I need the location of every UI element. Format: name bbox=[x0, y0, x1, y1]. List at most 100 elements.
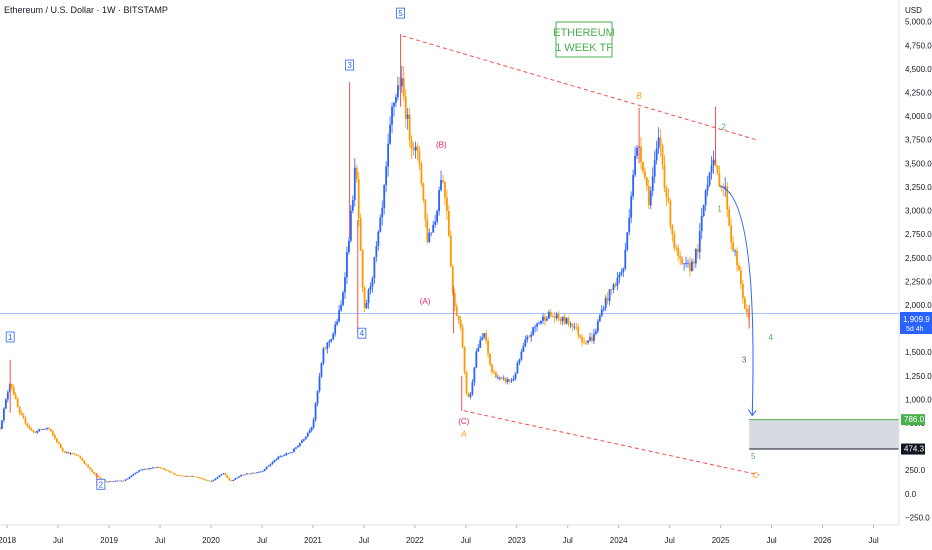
wave-label-3: 3 bbox=[742, 356, 747, 365]
candle-body bbox=[645, 177, 648, 187]
x-tick-label: 2023 bbox=[508, 536, 526, 545]
candle-body bbox=[483, 333, 486, 338]
candle-body bbox=[385, 166, 388, 185]
candle-body bbox=[718, 172, 721, 187]
x-tick-label: 2018 bbox=[0, 536, 17, 545]
x-tick-label: 2022 bbox=[406, 536, 424, 545]
candle-body bbox=[447, 211, 450, 236]
candle-body bbox=[120, 480, 123, 482]
candle-body bbox=[12, 387, 15, 395]
chart-title: Ethereum / U.S. Dollar · 1W · BITSTAMP bbox=[4, 5, 168, 15]
candle-body bbox=[612, 284, 615, 290]
candle-body bbox=[516, 363, 519, 374]
x-tick-label: Jul bbox=[359, 536, 369, 545]
candle-body bbox=[647, 186, 650, 206]
candle-body bbox=[465, 371, 468, 393]
plot-area[interactable]: 1 2 3 4 5 (B) (A) (C) A B C 1 2 3 4 5 bbox=[0, 7, 899, 490]
candle-body bbox=[332, 333, 335, 340]
y-tick-label: −250.0 bbox=[905, 513, 930, 522]
candle-body bbox=[340, 305, 342, 311]
zone-lower-label: 474.3 bbox=[904, 445, 925, 454]
candle-body bbox=[71, 453, 74, 454]
candle-body bbox=[271, 461, 274, 464]
candle-body bbox=[559, 318, 562, 321]
candle-body bbox=[132, 474, 135, 476]
candle-body bbox=[624, 249, 627, 269]
candle-body bbox=[183, 475, 186, 477]
candle-body bbox=[565, 318, 568, 324]
candle-body bbox=[310, 427, 313, 431]
candle-body bbox=[179, 475, 182, 477]
x-tick-label: 2021 bbox=[304, 536, 322, 545]
candle-body bbox=[534, 326, 537, 328]
y-tick-label: 2,250.0 bbox=[905, 277, 932, 286]
candle-body bbox=[571, 323, 574, 327]
candle-body bbox=[75, 454, 78, 456]
upper-trend-line[interactable] bbox=[402, 35, 757, 141]
candle-body bbox=[67, 452, 70, 454]
candle-body bbox=[651, 176, 654, 191]
candle-body bbox=[491, 364, 493, 372]
candle-body bbox=[257, 472, 260, 473]
candle-body bbox=[738, 265, 740, 271]
target-zone[interactable] bbox=[749, 419, 899, 450]
candle-body bbox=[128, 477, 131, 479]
x-tick-label: 2025 bbox=[712, 536, 730, 545]
lower-trend-line[interactable] bbox=[463, 410, 760, 476]
candle-body bbox=[630, 196, 633, 218]
candle-body bbox=[3, 408, 5, 421]
candle-body bbox=[700, 215, 703, 232]
candle-body bbox=[130, 475, 133, 478]
candle-body bbox=[342, 292, 344, 306]
wave-label-4: 4 bbox=[360, 329, 365, 338]
candle-body bbox=[502, 378, 505, 380]
candle-body bbox=[302, 439, 305, 441]
candle-body bbox=[616, 277, 619, 286]
projection-arrow[interactable] bbox=[719, 185, 754, 416]
candle-body bbox=[404, 96, 407, 119]
candles[interactable] bbox=[0, 33, 750, 487]
candle-body bbox=[740, 270, 742, 285]
candle-body bbox=[242, 474, 244, 476]
candle-body bbox=[493, 371, 495, 373]
candle-body bbox=[320, 362, 323, 377]
candle-body bbox=[106, 481, 109, 483]
candle-body bbox=[163, 468, 166, 471]
candle-body bbox=[79, 456, 82, 459]
candle-body bbox=[4, 399, 7, 409]
candle-body bbox=[634, 155, 636, 175]
candle-body bbox=[189, 476, 192, 477]
y-tick-label: 2,500.0 bbox=[905, 254, 932, 263]
candle-body bbox=[487, 340, 489, 354]
candle-body bbox=[200, 478, 203, 480]
candle-body bbox=[418, 150, 421, 164]
candle-body bbox=[606, 298, 609, 301]
candle-body bbox=[214, 478, 217, 480]
candle-body bbox=[363, 287, 366, 308]
candle-body bbox=[622, 268, 625, 273]
candle-body bbox=[251, 472, 254, 474]
candle-body bbox=[193, 476, 195, 478]
candle-body bbox=[138, 470, 141, 472]
candle-body bbox=[395, 97, 397, 103]
time-axis[interactable]: 2018 Jul 2019 Jul 2020 Jul 2021 Jul 2022 Jul 2023 J… bbox=[0, 525, 879, 545]
candle-body bbox=[375, 246, 378, 257]
candle-body bbox=[253, 472, 256, 474]
candle-body bbox=[514, 373, 517, 379]
candle-body bbox=[522, 346, 525, 352]
candle-body bbox=[157, 467, 160, 468]
candle-body bbox=[643, 171, 646, 178]
candle-body bbox=[218, 475, 221, 477]
candle-body bbox=[304, 436, 307, 440]
candle-body bbox=[702, 204, 705, 216]
candle-body bbox=[265, 466, 268, 470]
candle-body bbox=[408, 114, 411, 141]
candle-body bbox=[549, 311, 552, 316]
candle-body bbox=[730, 225, 733, 243]
candle-body bbox=[561, 316, 564, 321]
candle-body bbox=[547, 311, 550, 319]
candle-body bbox=[267, 465, 270, 467]
candle-body bbox=[457, 316, 460, 320]
candle-body bbox=[261, 471, 264, 472]
